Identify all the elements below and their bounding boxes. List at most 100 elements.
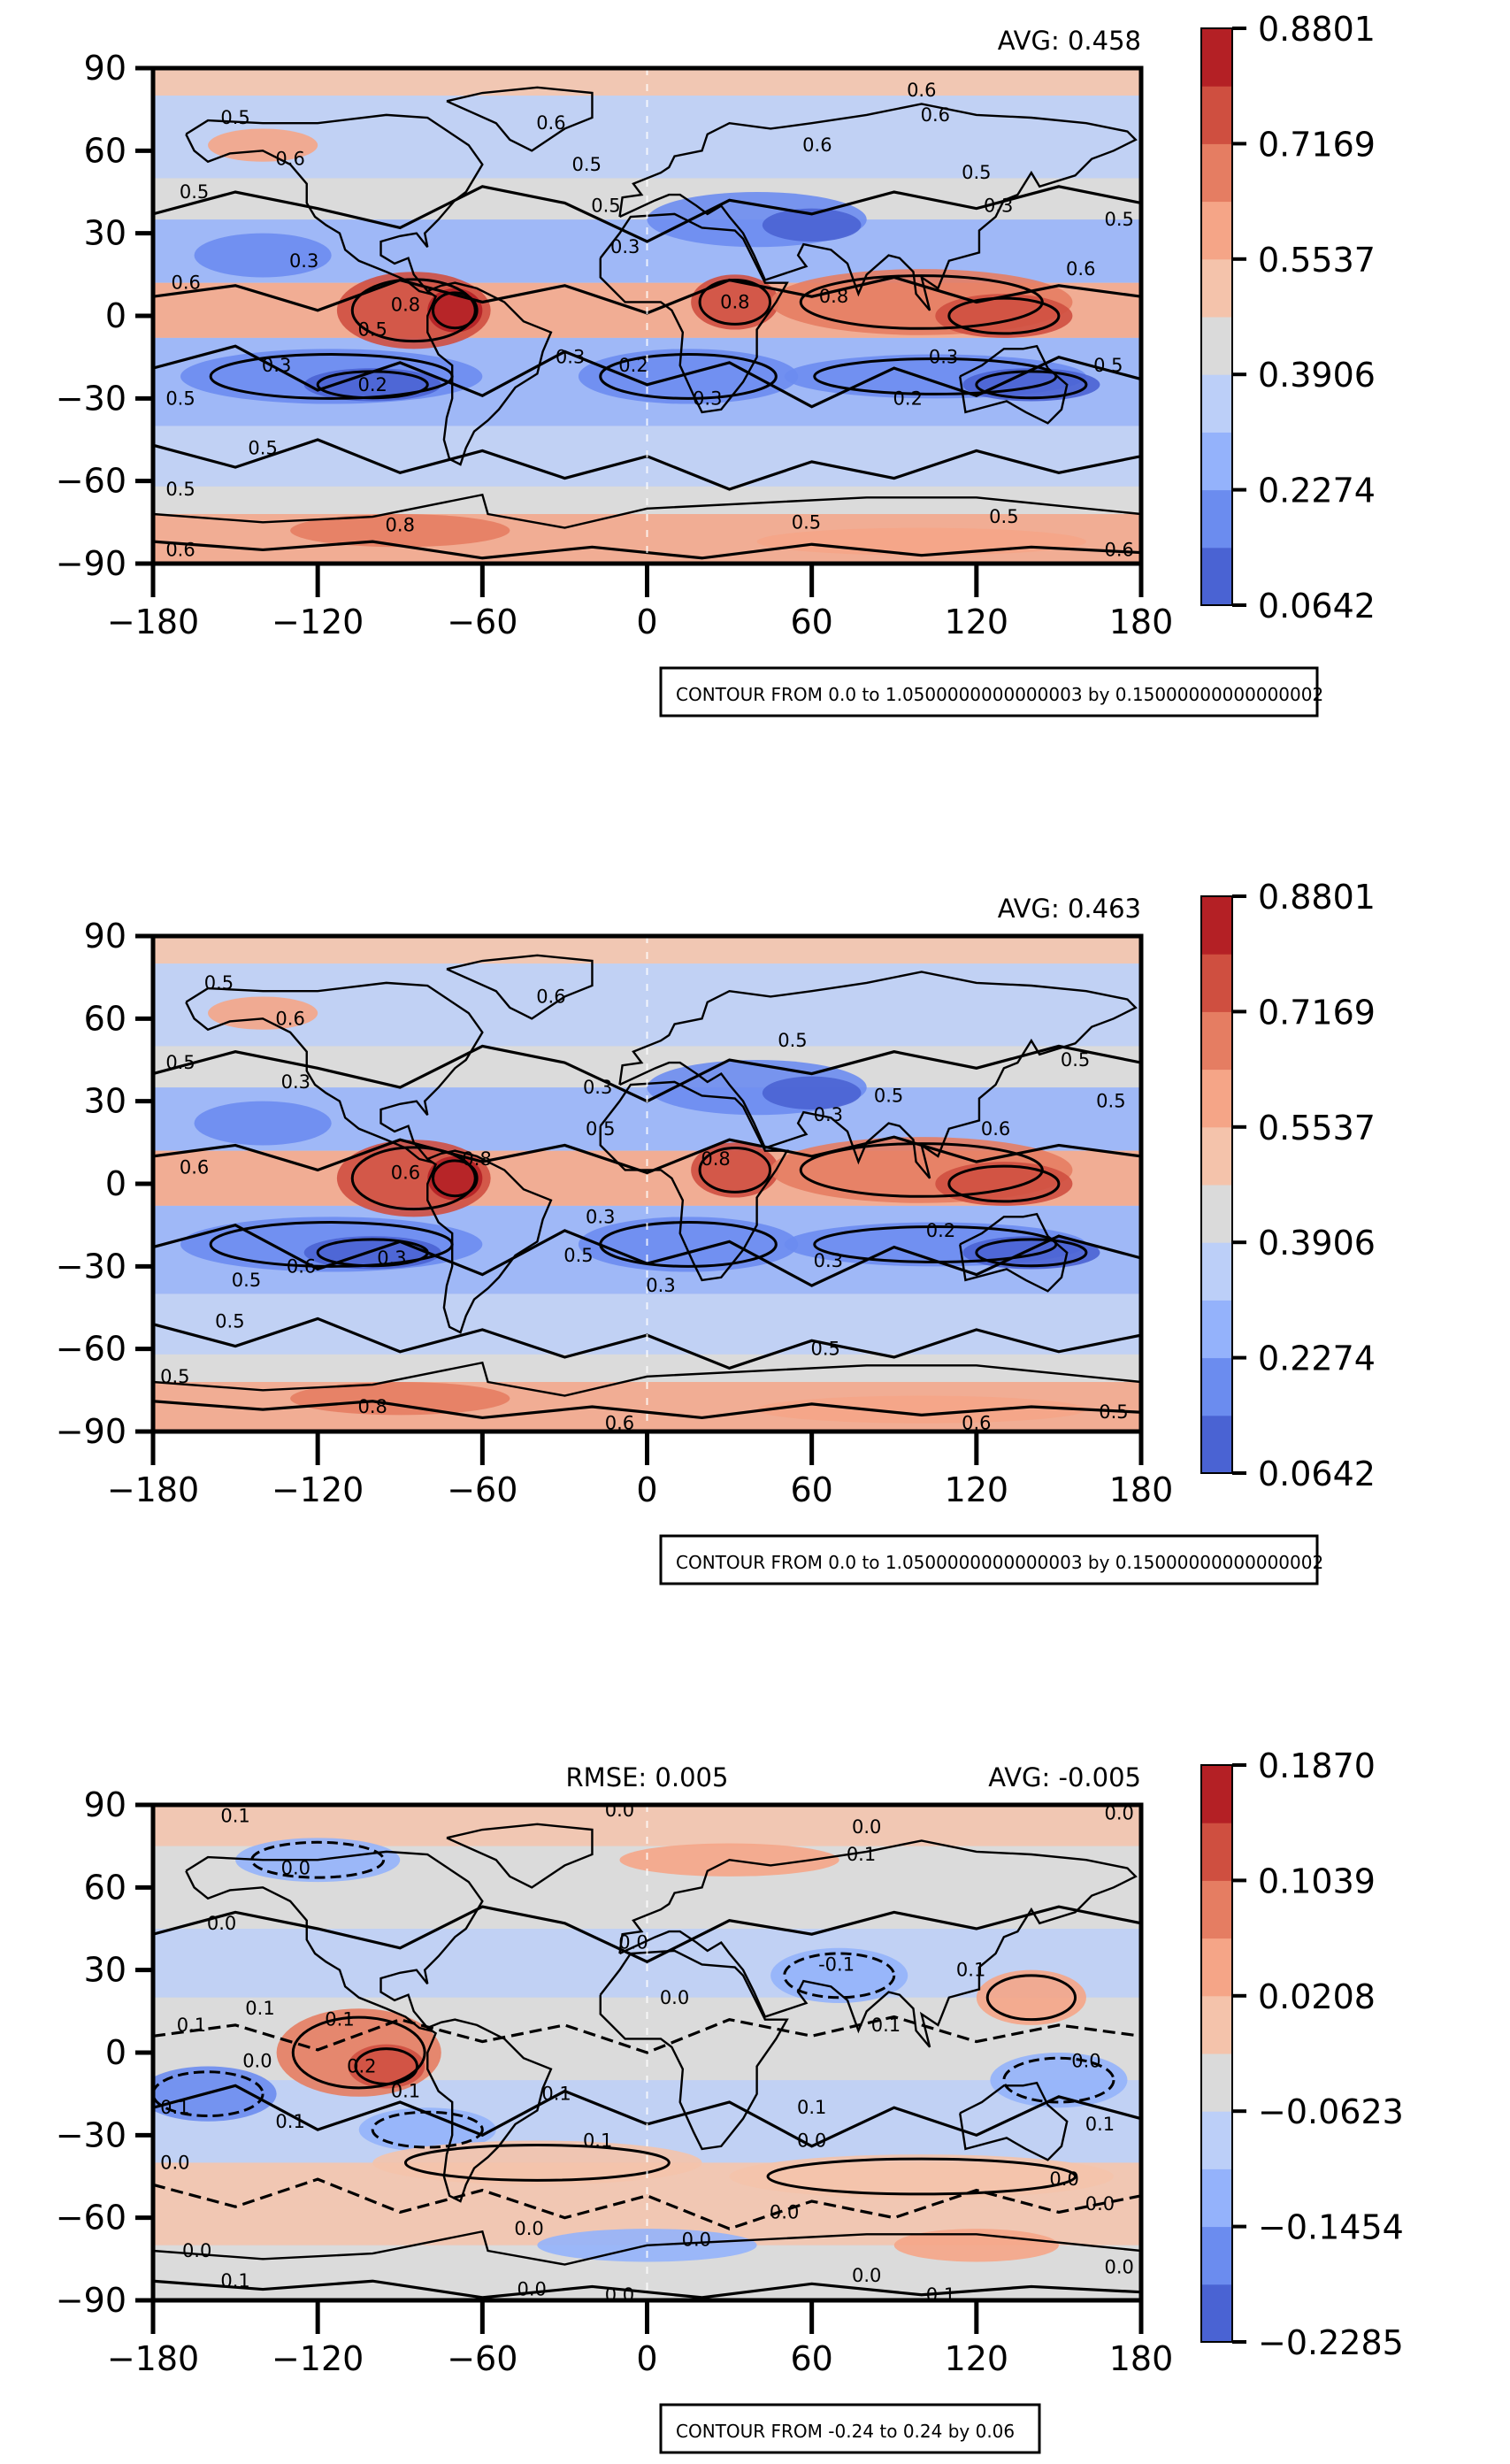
contour-label: 0.6 [287, 1255, 316, 1277]
avg-label: AVG: 0.463 [998, 894, 1141, 924]
contour-label: 0.1 [956, 1960, 985, 1981]
contour-loop [947, 1164, 1061, 1203]
contour-label: 0.1 [797, 2097, 826, 2118]
colorbar-tick-label: 0.5537 [1258, 1109, 1376, 1148]
field-patch [976, 1969, 1086, 2025]
colorbar-swatch [1201, 2284, 1232, 2343]
contour-label: 0.5 [204, 972, 234, 994]
contour-label: 0.6 [1104, 539, 1133, 560]
colorbar-swatch [1201, 432, 1232, 491]
coastline [185, 113, 484, 296]
contour-loop [354, 2047, 418, 2085]
contour-label: 0.6 [605, 1413, 634, 1434]
colorbar-swatch [1201, 1185, 1232, 1243]
field-patch [729, 2154, 1114, 2199]
y-tick-label: −90 [56, 544, 126, 583]
colorbar-tick-label: 0.0642 [1258, 1455, 1376, 1493]
contour-loop [250, 1840, 386, 1879]
contour-loop [371, 2110, 484, 2149]
contour-label: 0.2 [893, 388, 923, 409]
colorbar-tick-label: 0.8801 [1258, 10, 1376, 49]
contour-loop [599, 353, 778, 400]
contour-label: 0.0 [605, 1800, 634, 1821]
colorbar-tick-label: 0.5537 [1258, 241, 1376, 280]
colorbar-tick-label: −0.0623 [1258, 2092, 1404, 2131]
coastline [426, 2018, 553, 2203]
contour-loop [985, 1974, 1077, 2022]
x-tick-label: −60 [447, 2339, 517, 2378]
y-tick-label: 0 [105, 2033, 126, 2072]
field-patch [290, 514, 510, 548]
coastline [599, 1080, 789, 1282]
contour-label: 0.5 [989, 506, 1018, 527]
field-patch [194, 1101, 332, 1146]
y-tick-label: −90 [56, 1412, 126, 1451]
field-patch [770, 1947, 908, 2003]
colorbar-swatch [1201, 374, 1232, 433]
contour-label: 0.6 [391, 1163, 420, 1184]
field-patch [358, 2107, 496, 2152]
y-tick-label: 60 [84, 131, 126, 170]
contour-label: 0.3 [262, 355, 291, 376]
x-tick-label: −180 [107, 2339, 199, 2378]
contour-label: 0.6 [962, 1413, 991, 1434]
contour-loop [698, 1147, 772, 1194]
contour-loop [291, 2015, 426, 2090]
contour-label: 0.5 [1096, 1091, 1125, 1112]
contour-label: 0.1 [391, 2081, 420, 2102]
colorbar-swatch [1201, 1880, 1232, 1939]
colorbar-swatch [1201, 1823, 1232, 1881]
y-tick-label: 90 [84, 49, 126, 88]
contour-label: 0.0 [682, 2230, 711, 2251]
contour-label: 0.1 [926, 2284, 955, 2306]
colorbar-swatch [1201, 954, 1232, 1012]
contour-loop [153, 2070, 264, 2118]
contour-line [153, 2015, 1141, 2054]
x-tick-label: 120 [945, 2339, 1009, 2378]
coastline [959, 2081, 1069, 2161]
contour-loop [975, 370, 1088, 400]
colorbar-swatch [1201, 1357, 1232, 1416]
y-tick-label: 90 [84, 917, 126, 956]
contour-note-box: CONTOUR FROM 0.0 to 1.0500000000000003 b… [659, 1534, 1323, 1585]
contour-label: 0.3 [289, 250, 318, 272]
colorbar-swatch [1201, 317, 1232, 375]
contour-note: CONTOUR FROM 0.0 to 1.0500000000000003 b… [676, 684, 1323, 705]
colorbar-tick-label: 0.1039 [1258, 1861, 1376, 1900]
field-patch [762, 208, 862, 242]
y-tick-label: −30 [56, 2115, 126, 2154]
contour-label: 0.1 [847, 1844, 876, 1865]
contour-label: 0.5 [1061, 1049, 1090, 1071]
contour-label: 0.6 [180, 1156, 209, 1178]
contour-label: 0.5 [180, 181, 209, 203]
colorbar-swatch [1201, 1938, 1232, 1997]
contour-label: 0.8 [462, 1148, 491, 1170]
colorbar-swatch [1201, 489, 1232, 549]
colorbar-swatch [1201, 2226, 1232, 2285]
coastline [446, 1823, 594, 1889]
colorbar-tick-label: −0.2285 [1258, 2323, 1404, 2362]
contour-label: 0.0 [281, 1858, 310, 1879]
x-tick-label: −60 [447, 603, 517, 641]
colorbar-swatch [1201, 2168, 1232, 2228]
contour-loop [403, 2144, 671, 2182]
field-patch [194, 233, 332, 278]
filled-contour-field: 0.50.60.50.30.60.80.50.30.20.50.50.50.80… [153, 68, 1141, 564]
y-tick-label: 30 [84, 214, 126, 253]
contour-label: 0.2 [618, 355, 648, 376]
y-tick-label: 0 [105, 296, 126, 335]
contour-label: 0.3 [984, 196, 1013, 217]
contour-loop [431, 291, 479, 330]
contour-label: 0.6 [907, 80, 936, 101]
contour-label: -0.1 [818, 1954, 855, 1975]
colorbar-swatch [1201, 1995, 1232, 2054]
contour-label: 0.1 [1085, 2114, 1115, 2135]
contour-label: 0.1 [220, 2270, 249, 2291]
colorbar-swatch [1201, 143, 1232, 203]
contour-line [153, 344, 1141, 409]
contour-note-frame [659, 666, 1319, 718]
x-tick-label: −60 [447, 1470, 517, 1509]
colorbar-swatch [1201, 1242, 1232, 1301]
contour-label: 0.1 [583, 2130, 612, 2152]
colorbar-swatch [1201, 2053, 1232, 2112]
